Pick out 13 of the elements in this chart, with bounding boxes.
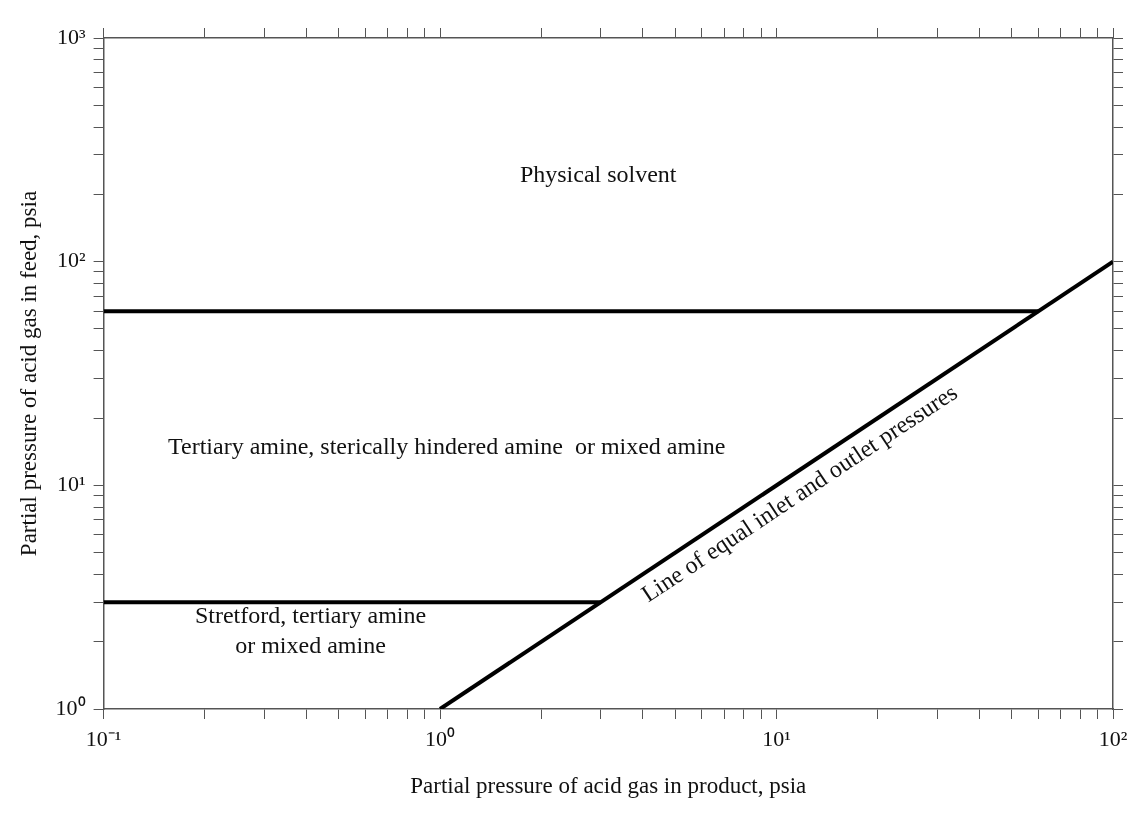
x-axis-title: Partial pressure of acid gas in product, psia [410,773,807,799]
x-tick-label: 10¹ [762,725,791,751]
y-axis-title: Partial pressure of acid gas in feed, psia [15,190,41,557]
annotation: Tertiary amine, sterically hindered amine or mixed amine [168,432,726,459]
y-tick-label: 10² [56,247,86,273]
y-tick-label: 10³ [56,23,86,49]
annotation: Physical solvent [519,160,677,187]
x-tick-label: 10² [1098,725,1128,751]
annotation: Stretford, tertiary amine or mixed amine [194,602,427,659]
y-tick-label: 10⁰ [55,694,86,720]
x-tick-label: 10⁻¹ [85,725,122,751]
y-tick-label: 10¹ [56,471,86,497]
x-tick-label: 10⁰ [425,725,456,751]
